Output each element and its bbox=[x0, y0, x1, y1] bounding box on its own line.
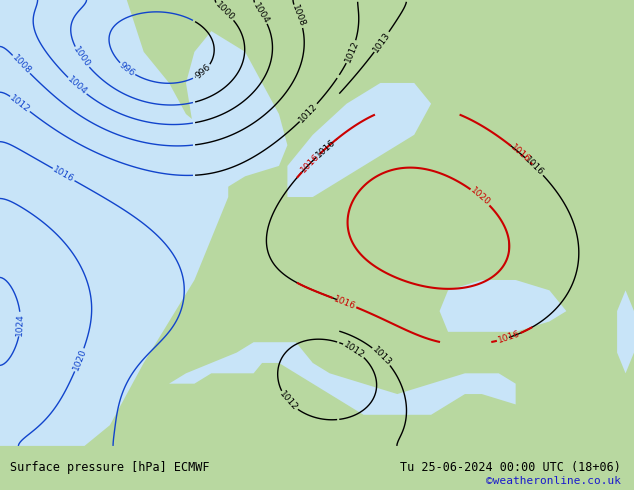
Text: 1012: 1012 bbox=[278, 390, 299, 413]
Text: 1016: 1016 bbox=[299, 151, 322, 174]
Text: 1008: 1008 bbox=[10, 53, 32, 76]
Text: 1016: 1016 bbox=[314, 138, 337, 160]
Text: 1020: 1020 bbox=[71, 347, 88, 372]
Text: 1000: 1000 bbox=[72, 45, 92, 69]
Text: 996: 996 bbox=[118, 60, 137, 78]
Text: 1012: 1012 bbox=[297, 101, 320, 124]
Text: 1013: 1013 bbox=[370, 345, 393, 368]
Text: 996: 996 bbox=[194, 62, 213, 80]
Text: 1016: 1016 bbox=[332, 294, 357, 311]
Text: 1008: 1008 bbox=[290, 4, 307, 28]
Polygon shape bbox=[169, 342, 515, 415]
Text: 1020: 1020 bbox=[469, 186, 492, 208]
Text: 1012: 1012 bbox=[342, 340, 366, 360]
Text: 1000: 1000 bbox=[214, 0, 236, 23]
Polygon shape bbox=[287, 83, 431, 197]
Polygon shape bbox=[0, 0, 228, 446]
Text: Tu 25-06-2024 00:00 UTC (18+06): Tu 25-06-2024 00:00 UTC (18+06) bbox=[401, 462, 621, 474]
Text: 1016: 1016 bbox=[509, 143, 533, 165]
Text: 1004: 1004 bbox=[251, 1, 271, 25]
Text: 1012: 1012 bbox=[8, 93, 32, 114]
Text: Surface pressure [hPa] ECMWF: Surface pressure [hPa] ECMWF bbox=[10, 462, 209, 474]
Text: 1012: 1012 bbox=[343, 40, 360, 64]
Text: 1013: 1013 bbox=[372, 30, 392, 54]
Text: ©weatheronline.co.uk: ©weatheronline.co.uk bbox=[486, 476, 621, 487]
Polygon shape bbox=[186, 31, 287, 197]
Polygon shape bbox=[439, 280, 566, 332]
Polygon shape bbox=[617, 291, 634, 373]
Text: 1016: 1016 bbox=[523, 155, 546, 178]
Text: 1016: 1016 bbox=[496, 330, 521, 345]
Text: 1016: 1016 bbox=[51, 165, 76, 184]
Text: 1004: 1004 bbox=[65, 75, 89, 97]
Text: 1024: 1024 bbox=[15, 313, 25, 336]
